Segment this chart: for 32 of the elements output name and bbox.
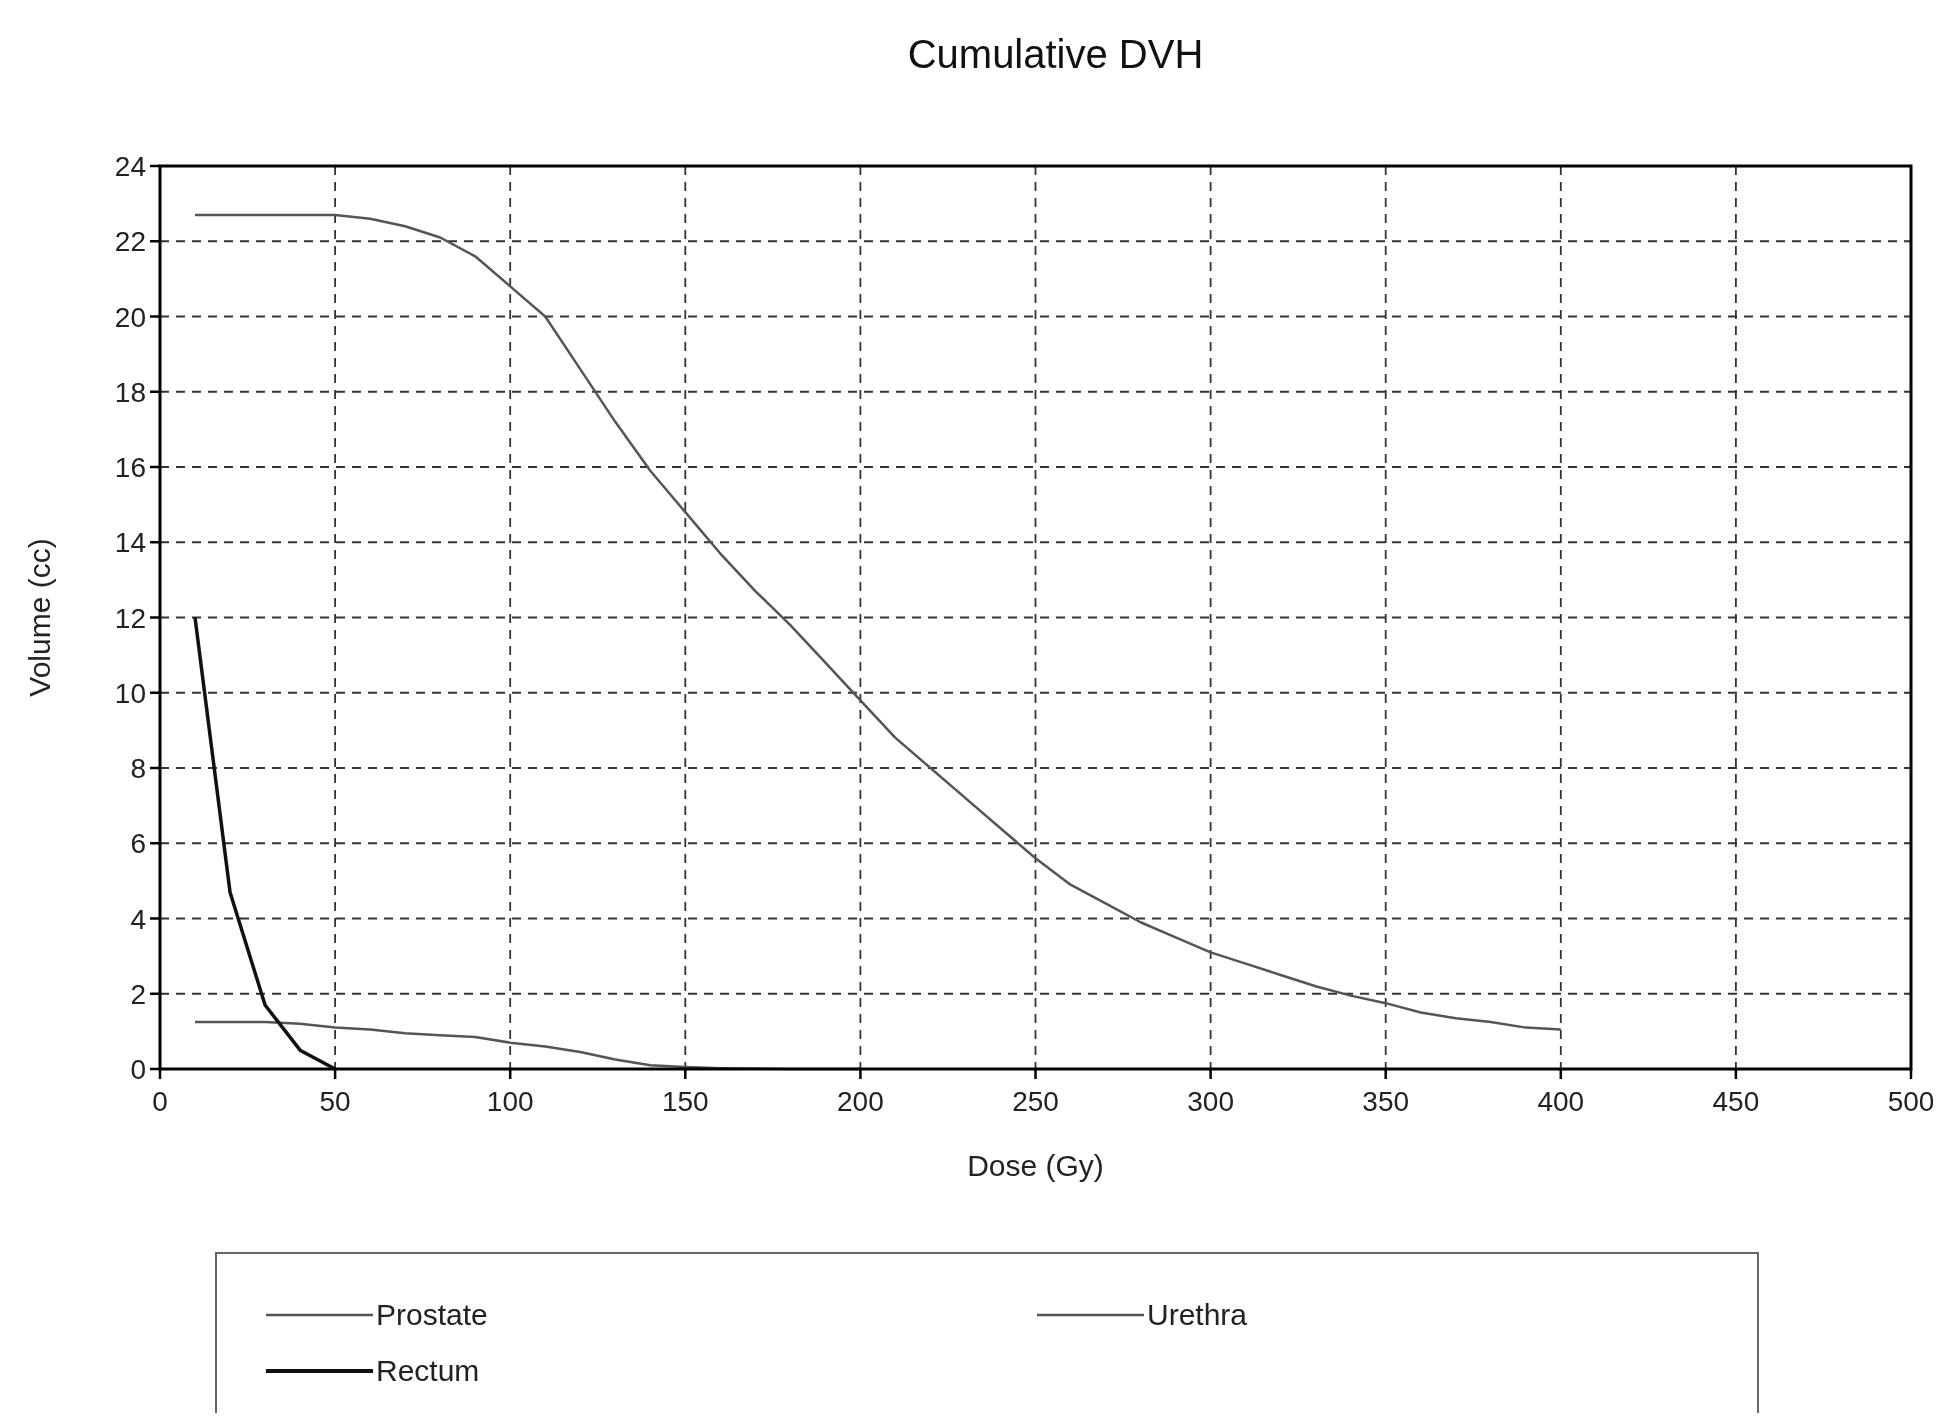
x-tick-label: 250 — [1012, 1086, 1059, 1117]
x-axis-title: Dose (Gy) — [967, 1149, 1104, 1182]
y-axis-title: Volume (cc) — [23, 538, 56, 697]
y-tick-label: 12 — [114, 602, 146, 634]
x-tick-label: 400 — [1537, 1086, 1585, 1117]
x-tick-label: 0 — [152, 1086, 168, 1117]
legend-label: Urethra — [1147, 1298, 1248, 1331]
y-tick-label: 22 — [114, 226, 146, 258]
y-tick-label: 8 — [130, 753, 146, 784]
line-series — [193, 615, 337, 1071]
y-tick-label: 14 — [114, 527, 146, 559]
chart-title: Cumulative DVH — [907, 32, 1204, 76]
x-tick-label: 200 — [837, 1086, 884, 1117]
x-tick-label: 50 — [319, 1086, 351, 1117]
x-tick-label: 450 — [1712, 1086, 1760, 1117]
y-tick-label: 20 — [114, 301, 146, 333]
x-tick-label: 350 — [1362, 1086, 1410, 1117]
x-tick-label: 100 — [486, 1086, 534, 1117]
x-tick-label: 150 — [661, 1086, 709, 1117]
y-tick-label: 2 — [130, 978, 146, 1010]
y-tick-label: 0 — [130, 1054, 146, 1085]
line-series — [193, 213, 1563, 1031]
y-tick-label: 24 — [114, 151, 146, 182]
x-tick-label: 300 — [1187, 1086, 1234, 1117]
y-tick-label: 4 — [130, 903, 146, 935]
y-tick-label: 16 — [114, 452, 146, 483]
x-tick-label: 500 — [1887, 1086, 1935, 1117]
y-tick-label: 18 — [114, 376, 146, 408]
y-tick-label: 6 — [130, 828, 146, 860]
y-tick-label: 10 — [114, 677, 146, 709]
legend-label: Prostate — [376, 1298, 488, 1331]
legend-label: Rectum — [376, 1354, 480, 1387]
